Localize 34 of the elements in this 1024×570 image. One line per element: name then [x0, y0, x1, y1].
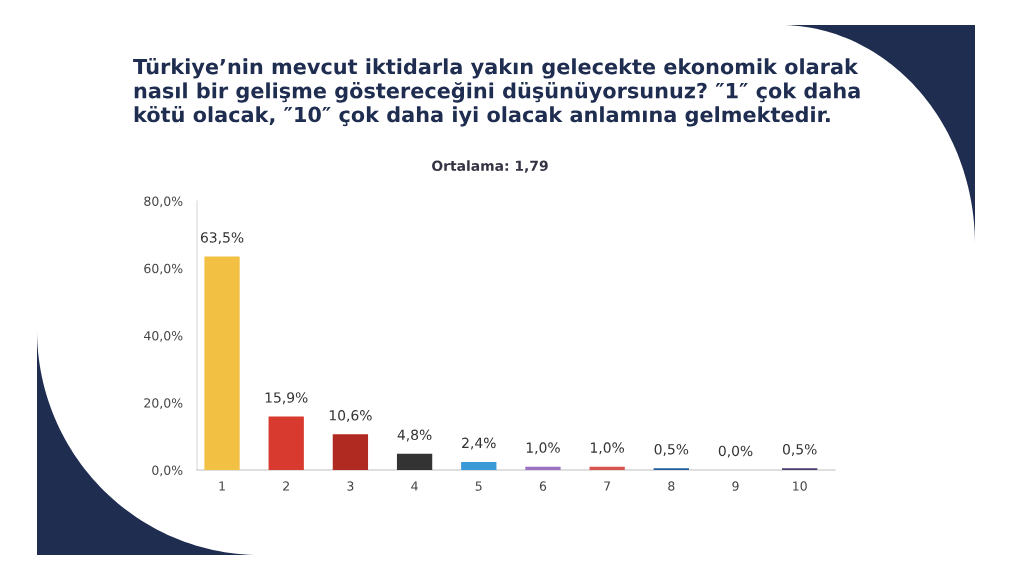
x-tick-label: 10: [793, 481, 807, 491]
bar: [332, 434, 369, 470]
y-tick-label: 60,0%: [144, 263, 183, 275]
y-tick-label: 20,0%: [144, 398, 183, 409]
data-label: 15,9%: [265, 392, 308, 405]
bar: [525, 466, 561, 470]
bar: [396, 453, 433, 470]
y-tick-label: 40,0%: [144, 330, 183, 342]
data-label: 0,5%: [782, 444, 817, 456]
x-tick-label: 1: [219, 481, 225, 491]
data-label: 1,0%: [526, 442, 560, 455]
data-label: 63,5%: [200, 232, 244, 245]
chart-subtitle: Ortalama: 1,79: [432, 160, 548, 173]
data-label: 0,0%: [718, 445, 753, 458]
x-tick-label: 8: [668, 481, 675, 491]
bar: [268, 416, 304, 470]
data-label: 2,4%: [462, 437, 496, 450]
x-tick-label: 5: [475, 481, 482, 491]
x-tick-label: 3: [347, 481, 354, 491]
data-label: 1,0%: [591, 442, 625, 455]
bar: [461, 461, 497, 470]
data-label: 0,5%: [654, 444, 689, 456]
x-tick-label: 6: [539, 481, 547, 491]
y-tick-label: 0,0%: [152, 465, 183, 477]
data-label: 4,8%: [397, 429, 432, 442]
x-tick-label: 7: [604, 481, 611, 491]
chart-title: Türkiye’nin mevcut iktidarla yakın gelecekte ekonomik olarak nasıl bir gelişme göstereceğini düşünüyorsunuz? ″1″ çok daha kötü olacak, ″10″ çok daha iyi olacak anlamına gelmektedir.: [133, 58, 860, 127]
x-tick-label: 2: [283, 481, 289, 491]
bar: [204, 256, 240, 470]
bar: [589, 466, 625, 470]
y-tick-label: 80,0%: [144, 196, 183, 208]
x-tick-label: 9: [732, 481, 739, 491]
data-label: 10,6%: [329, 410, 372, 422]
x-tick-label: 4: [411, 481, 418, 491]
